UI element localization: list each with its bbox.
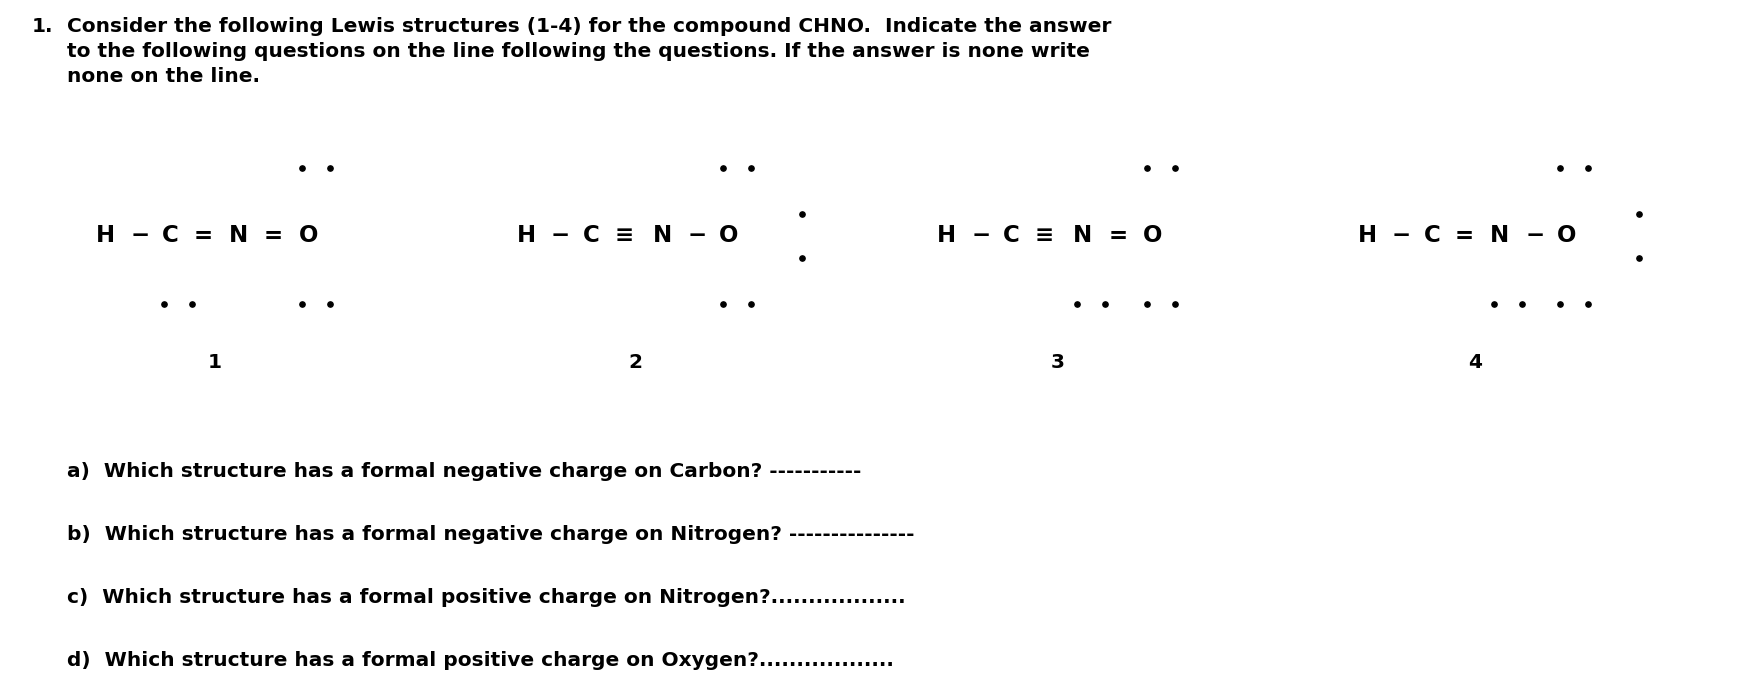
Text: −: −	[130, 224, 149, 248]
Text: O: O	[1142, 224, 1163, 248]
Text: N: N	[1072, 224, 1091, 248]
Text: N: N	[653, 224, 671, 248]
Text: a)  Which structure has a formal negative charge on Carbon? -----------: a) Which structure has a formal negative…	[67, 462, 860, 482]
Text: 3: 3	[1051, 353, 1065, 372]
Text: H: H	[96, 224, 116, 248]
Text: N: N	[228, 224, 247, 248]
Text: H: H	[517, 224, 536, 248]
Text: O: O	[720, 224, 739, 248]
Text: N: N	[1489, 224, 1508, 248]
Text: b)  Which structure has a formal negative charge on Nitrogen? ---------------: b) Which structure has a formal negative…	[67, 525, 915, 544]
Text: C: C	[1002, 224, 1020, 248]
Text: =: =	[1454, 224, 1473, 248]
Text: −: −	[1524, 224, 1544, 248]
Text: =: =	[1109, 224, 1127, 248]
Text: c)  Which structure has a formal positive charge on Nitrogen?..................: c) Which structure has a formal positive…	[67, 588, 906, 607]
Text: 2: 2	[629, 353, 643, 372]
Text: C: C	[1423, 224, 1440, 248]
Text: H: H	[937, 224, 957, 248]
Text: =: =	[263, 224, 282, 248]
Text: O: O	[1556, 224, 1577, 248]
Text: 1: 1	[208, 353, 223, 372]
Text: −: −	[550, 224, 569, 248]
Text: Consider the following Lewis structures (1-4) for the compound CHNO.  Indicate t: Consider the following Lewis structures …	[67, 17, 1111, 86]
Text: ≡: ≡	[613, 224, 632, 248]
Text: d)  Which structure has a formal positive charge on Oxygen?..................: d) Which structure has a formal positive…	[67, 651, 894, 670]
Text: −: −	[971, 224, 990, 248]
Text: −: −	[687, 224, 706, 248]
Text: ≡: ≡	[1034, 224, 1053, 248]
Text: H: H	[1358, 224, 1377, 248]
Text: 4: 4	[1468, 353, 1482, 372]
Text: 1.: 1.	[32, 17, 53, 36]
Text: =: =	[193, 224, 212, 248]
Text: C: C	[582, 224, 599, 248]
Text: −: −	[1391, 224, 1410, 248]
Text: C: C	[161, 224, 179, 248]
Text: O: O	[298, 224, 319, 248]
